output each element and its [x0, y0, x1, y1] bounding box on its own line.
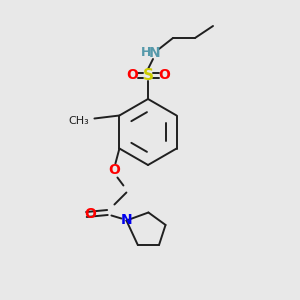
Text: O: O: [85, 208, 96, 221]
Text: O: O: [158, 68, 170, 82]
Text: N: N: [121, 214, 132, 227]
Text: O: O: [126, 68, 138, 82]
Text: O: O: [109, 164, 120, 178]
Text: S: S: [142, 68, 154, 82]
Text: H: H: [141, 46, 151, 59]
Text: CH₃: CH₃: [69, 116, 89, 125]
Text: N: N: [149, 46, 161, 60]
